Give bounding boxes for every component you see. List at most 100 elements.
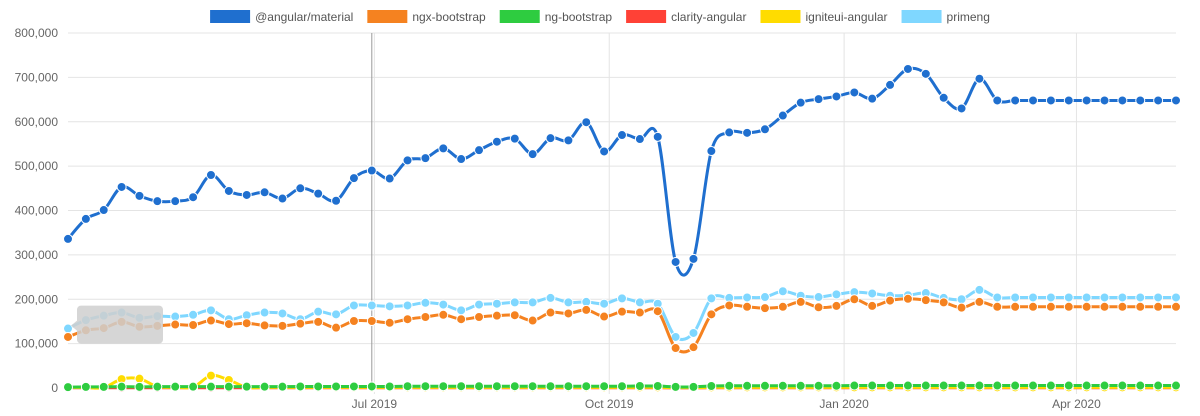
data-point[interactable] [1171,380,1181,391]
data-point[interactable] [831,289,842,300]
data-point[interactable] [188,319,199,330]
data-point[interactable] [1171,292,1181,303]
data-point[interactable] [688,327,699,338]
data-point[interactable] [599,311,610,322]
data-point[interactable] [241,318,252,329]
chart-legend[interactable]: @angular/material ngx-bootstrap ng-bootstr… [210,10,990,24]
data-point[interactable] [1117,301,1128,312]
data-point[interactable] [63,323,73,334]
data-point[interactable] [634,297,645,308]
data-point[interactable] [134,190,145,201]
data-point[interactable] [402,300,413,311]
data-point[interactable] [348,315,359,326]
data-point[interactable] [313,306,324,317]
data-point[interactable] [438,309,449,320]
data-point[interactable] [599,298,610,309]
data-point[interactable] [581,117,592,128]
data-point[interactable] [902,63,913,74]
data-point[interactable] [188,192,199,203]
data-point[interactable] [1117,380,1128,391]
data-point[interactable] [1081,380,1092,391]
data-point[interactable] [241,189,252,200]
data-point[interactable] [348,300,359,311]
data-point[interactable] [509,381,520,392]
data-point[interactable] [742,292,753,303]
data-point[interactable] [509,310,520,321]
data-point[interactable] [974,73,985,84]
data-point[interactable] [813,380,824,391]
data-point[interactable] [188,309,199,320]
data-point[interactable] [1010,292,1021,303]
data-point[interactable] [849,380,860,391]
data-point[interactable] [956,103,967,114]
data-point[interactable] [63,233,73,244]
data-point[interactable] [277,193,288,204]
data-point[interactable] [313,316,324,327]
data-point[interactable] [241,381,252,392]
data-point[interactable] [670,343,681,354]
data-point[interactable] [938,92,949,103]
data-point[interactable] [402,381,413,392]
data-point[interactable] [938,297,949,308]
data-point[interactable] [366,165,377,176]
data-point[interactable] [795,296,806,307]
data-point[interactable] [1081,95,1092,106]
data-point[interactable] [1171,95,1181,106]
data-point[interactable] [617,306,627,317]
data-point[interactable] [170,381,181,392]
data-point[interactable] [795,380,806,391]
data-point[interactable] [885,295,896,306]
data-point[interactable] [456,314,467,325]
data-point[interactable] [420,297,431,308]
data-point[interactable] [116,181,127,192]
data-point[interactable] [652,306,663,317]
data-point[interactable] [992,380,1003,391]
data-point[interactable] [831,300,842,311]
data-point[interactable] [599,146,610,157]
series-angular-material[interactable] [63,63,1181,277]
data-point[interactable] [956,380,967,391]
data-point[interactable] [1028,95,1039,106]
data-point[interactable] [1099,301,1110,312]
data-point[interactable] [902,380,913,391]
data-point[interactable] [1081,292,1092,303]
data-point[interactable] [563,308,574,319]
data-point[interactable] [1099,95,1110,106]
data-point[interactable] [313,381,324,392]
data-point[interactable] [777,110,788,121]
data-point[interactable] [1135,292,1146,303]
data-point[interactable] [402,155,413,166]
data-point[interactable] [223,381,234,392]
data-point[interactable] [527,297,538,308]
data-point[interactable] [509,297,520,308]
data-point[interactable] [456,154,467,165]
data-point[interactable] [152,196,163,207]
data-point[interactable] [599,381,610,392]
data-point[interactable] [634,381,645,391]
data-point[interactable] [491,381,502,392]
data-point[interactable] [867,288,878,299]
data-point[interactable] [706,309,717,320]
data-point[interactable] [116,381,127,392]
data-point[interactable] [456,381,467,392]
data-point[interactable] [384,317,395,328]
data-point[interactable] [777,286,788,297]
data-point[interactable] [456,305,467,316]
data-point[interactable] [617,381,627,392]
data-point[interactable] [956,302,967,313]
data-point[interactable] [742,301,753,312]
data-point[interactable] [509,133,520,144]
data-point[interactable] [491,136,502,147]
data-point[interactable] [867,380,878,391]
data-point[interactable] [170,196,181,207]
data-point[interactable] [545,292,556,303]
data-point[interactable] [545,307,556,318]
data-point[interactable] [1045,380,1056,391]
data-point[interactable] [742,380,753,391]
plot-area[interactable] [63,63,1181,393]
data-point[interactable] [366,315,377,326]
data-point[interactable] [1099,380,1110,391]
data-point[interactable] [1171,301,1181,312]
data-point[interactable] [205,305,216,316]
data-point[interactable] [545,381,556,392]
